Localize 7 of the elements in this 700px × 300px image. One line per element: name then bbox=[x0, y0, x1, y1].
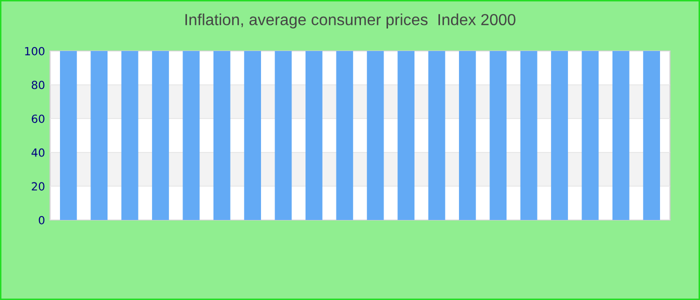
y-tick-label: 20 bbox=[32, 182, 44, 191]
y-tick-label: 0 bbox=[38, 216, 44, 224]
y-tick-label: 40 bbox=[32, 148, 44, 157]
y-tick-label: 100 bbox=[25, 46, 44, 56]
y-tick-label: 80 bbox=[32, 80, 44, 90]
chart-title: Inflation, average consumer prices Index 2000 bbox=[185, 14, 516, 28]
y-tick-label: 60 bbox=[32, 114, 44, 123]
